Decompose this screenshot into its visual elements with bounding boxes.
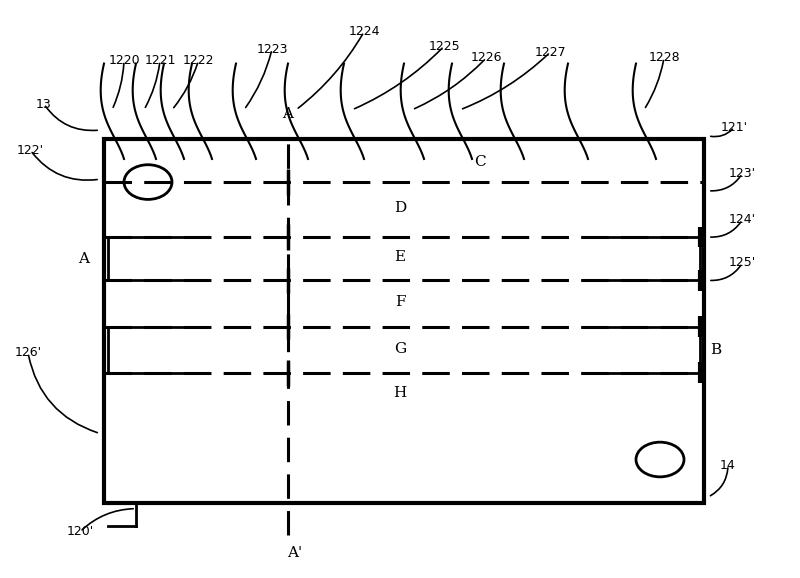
- Text: A: A: [282, 108, 294, 121]
- Text: 124': 124': [729, 213, 756, 226]
- Bar: [104, 139, 704, 503]
- Text: H: H: [394, 386, 406, 400]
- Text: 120': 120': [66, 525, 94, 538]
- Text: 122': 122': [17, 144, 44, 157]
- Text: 1221: 1221: [144, 54, 176, 67]
- Text: A: A: [78, 251, 90, 266]
- Text: 125': 125': [729, 257, 756, 269]
- Text: F: F: [394, 295, 406, 309]
- Text: 126': 126': [14, 346, 42, 359]
- Text: 1224: 1224: [348, 25, 380, 38]
- Text: 1222: 1222: [182, 54, 214, 67]
- Text: A': A': [287, 546, 302, 560]
- Text: B: B: [710, 343, 722, 357]
- Text: 14: 14: [720, 459, 736, 472]
- Text: C: C: [474, 155, 486, 169]
- Text: 1226: 1226: [470, 51, 502, 64]
- Text: G: G: [394, 342, 406, 355]
- Text: 13: 13: [36, 98, 52, 110]
- Text: D: D: [394, 201, 406, 215]
- Text: 1227: 1227: [534, 46, 566, 58]
- Text: 1220: 1220: [108, 54, 140, 67]
- Text: 123': 123': [729, 167, 756, 180]
- Text: 121': 121': [721, 121, 748, 134]
- Text: 1228: 1228: [648, 51, 680, 64]
- Text: 1225: 1225: [428, 40, 460, 53]
- Text: E: E: [394, 250, 406, 264]
- Text: 1223: 1223: [256, 43, 288, 55]
